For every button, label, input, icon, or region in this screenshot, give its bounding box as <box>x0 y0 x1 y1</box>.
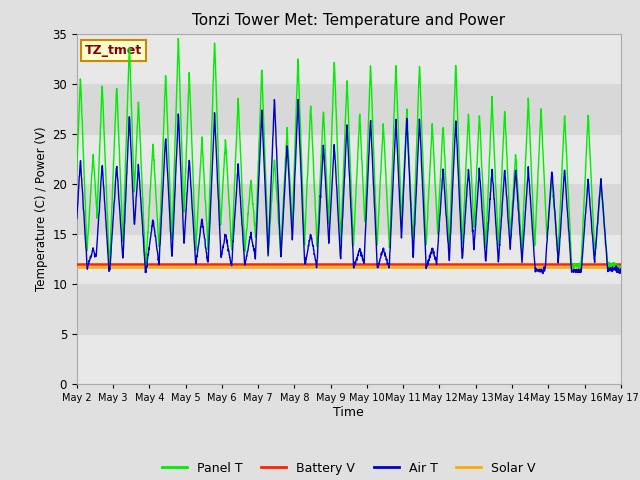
Bar <box>77 284 621 334</box>
Legend: Panel T, Battery V, Air T, Solar V: Panel T, Battery V, Air T, Solar V <box>157 457 541 480</box>
Bar <box>77 84 621 134</box>
Air T <box>617 267 625 273</box>
Air T <box>323 211 331 216</box>
Air T <box>539 271 547 276</box>
Line: Panel T: Panel T <box>77 38 621 270</box>
Panel T <box>617 267 625 273</box>
Air T <box>338 234 346 240</box>
Panel T <box>338 218 346 224</box>
Bar <box>77 184 621 234</box>
Air T <box>602 236 609 241</box>
Bar <box>77 334 621 384</box>
Panel T <box>100 142 108 147</box>
Panel T <box>323 187 331 193</box>
Bar <box>77 134 621 184</box>
Air T <box>100 199 108 204</box>
Bar <box>77 234 621 284</box>
Air T <box>502 175 509 181</box>
Panel T <box>175 36 182 41</box>
Title: Tonzi Tower Met: Temperature and Power: Tonzi Tower Met: Temperature and Power <box>192 13 506 28</box>
Y-axis label: Temperature (C) / Power (V): Temperature (C) / Power (V) <box>35 127 48 291</box>
Air T <box>73 216 81 221</box>
Panel T <box>602 232 609 238</box>
Air T <box>271 96 278 102</box>
Text: TZ_tmet: TZ_tmet <box>85 44 142 57</box>
Air T <box>602 241 609 247</box>
X-axis label: Time: Time <box>333 406 364 419</box>
Panel T <box>502 120 509 126</box>
Line: Air T: Air T <box>77 99 621 274</box>
Panel T <box>601 230 609 236</box>
Bar <box>77 34 621 84</box>
Panel T <box>73 168 81 173</box>
Panel T <box>605 267 613 273</box>
